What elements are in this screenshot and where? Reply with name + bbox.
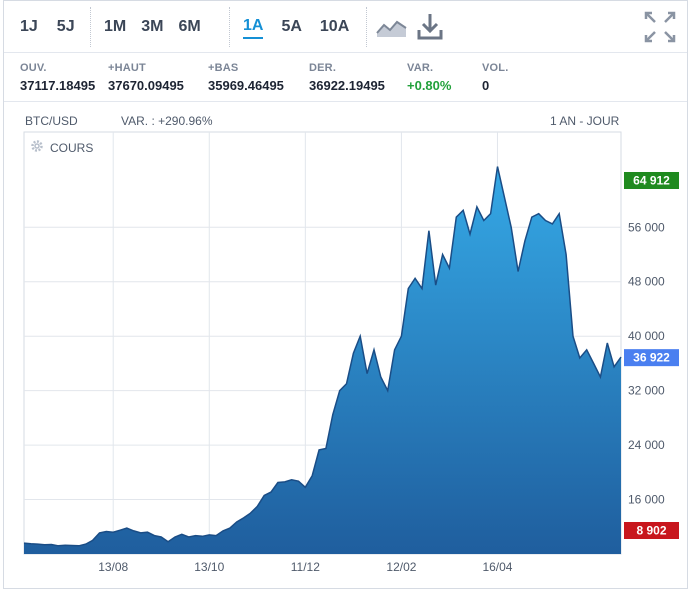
stat-value: 36922.19495 — [309, 78, 385, 93]
stat-value: +0.80% — [407, 78, 452, 93]
price-badges: 64 912 36 922 8 902 — [624, 172, 679, 539]
period-5j-button[interactable]: 5J — [56, 18, 75, 35]
stat-label: +HAUT — [108, 62, 146, 74]
toolbar-divider — [229, 7, 230, 47]
x-tick-label: 11/12 — [291, 560, 320, 574]
price-area — [24, 166, 621, 554]
mid-period-group: 1M 3M 6M — [104, 1, 201, 53]
series-label: COURS — [30, 139, 93, 156]
y-tick-label: 48 000 — [628, 275, 665, 289]
period-3m-button[interactable]: 3M — [141, 18, 164, 35]
period-1a-button[interactable]: 1A — [243, 15, 264, 39]
long-period-group: 1A 5A 10A — [243, 1, 349, 53]
y-tick-label: 24 000 — [628, 438, 665, 452]
high-badge-bg — [624, 172, 679, 189]
stat-value: 0 — [482, 78, 490, 93]
stat-label: VOL. — [482, 62, 509, 74]
chart-range: 1 AN - JOUR — [550, 114, 620, 128]
period-10a-button[interactable]: 10A — [319, 18, 350, 35]
y-tick-label: 56 000 — [628, 220, 665, 234]
low-badge-bg — [624, 522, 679, 539]
chart-symbol: BTC/USD — [25, 114, 78, 128]
period-5a-button[interactable]: 5A — [281, 18, 302, 35]
x-axis: 13/08 13/10 11/12 12/02 16/04 — [98, 560, 513, 574]
stat-high: +HAUT 37670.09495 — [108, 62, 184, 93]
stat-label: OUV. — [20, 62, 47, 74]
stat-label: VAR. — [407, 62, 434, 74]
y-tick-label: 16 000 — [628, 493, 665, 507]
period-6m-button[interactable]: 6M — [178, 18, 201, 35]
download-icon[interactable] — [413, 11, 447, 43]
toolbar-divider — [366, 7, 367, 47]
stat-value: 37670.09495 — [108, 78, 184, 93]
last-badge-bg — [624, 349, 679, 367]
stat-label: DER. — [309, 62, 337, 74]
series-name: COURS — [50, 140, 94, 155]
low-badge: 8 902 — [636, 524, 666, 538]
price-line — [23, 166, 622, 547]
stat-open: OUV. 37117.18495 — [20, 62, 95, 93]
y-tick-label: 40 000 — [628, 329, 665, 343]
x-tick-label: 12/02 — [386, 560, 416, 574]
stats-row: OUV. 37117.18495 +HAUT 37670.09495 +BAS … — [4, 54, 687, 102]
x-tick-label: 16/04 — [482, 560, 512, 574]
x-tick-label: 13/08 — [98, 560, 128, 574]
high-badge: 64 912 — [633, 174, 670, 188]
stat-label: +BAS — [208, 62, 239, 74]
gear-icon[interactable] — [30, 139, 44, 156]
last-badge: 36 922 — [633, 351, 670, 365]
toolbar: 1J 5J 1M 3M 6M 1A 5A 10A — [4, 1, 687, 53]
y-tick-label: 32 000 — [628, 384, 665, 398]
chart-widget: 1J 5J 1M 3M 6M 1A 5A 10A — [3, 0, 688, 589]
period-1m-button[interactable]: 1M — [104, 18, 127, 35]
stat-value: 37117.18495 — [20, 78, 96, 93]
stat-variation: VAR. +0.80% — [407, 62, 451, 93]
price-chart[interactable]: 16 000 24 000 32 000 40 000 48 000 56 000 13/… — [4, 128, 687, 588]
fullscreen-icon[interactable] — [643, 10, 677, 43]
y-axis: 16 000 24 000 32 000 40 000 48 000 56 000 — [628, 220, 665, 506]
period-1j-button[interactable]: 1J — [20, 18, 38, 35]
stat-last: DER. 36922.19495 — [309, 62, 385, 93]
stat-low: +BAS 35969.46495 — [208, 62, 284, 93]
chart-variation: VAR. : +290.96% — [121, 114, 213, 128]
x-tick-label: 13/10 — [194, 560, 224, 574]
line-chart-icon[interactable] — [375, 11, 409, 43]
toolbar-divider — [90, 7, 91, 47]
short-period-group: 1J 5J — [20, 1, 75, 53]
stat-value: 35969.46495 — [208, 78, 284, 93]
stat-volume: VOL. 0 — [482, 62, 508, 93]
